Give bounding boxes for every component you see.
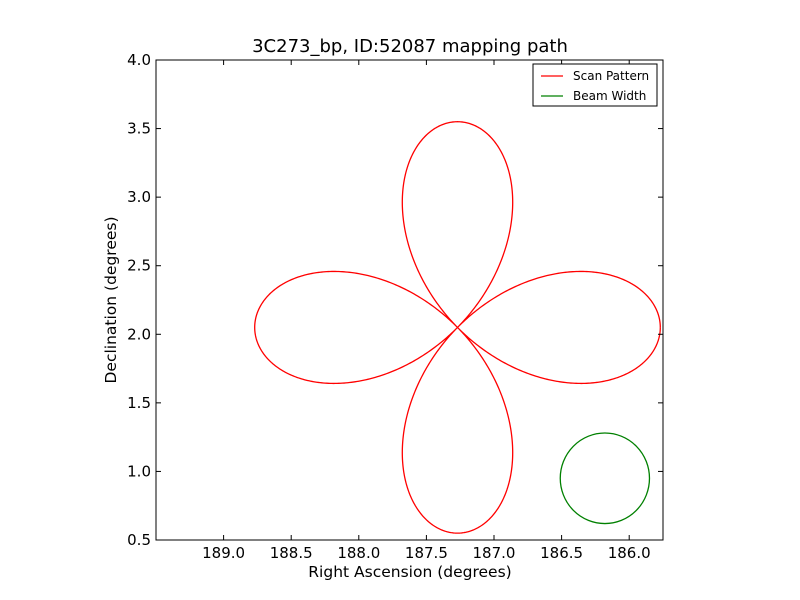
y-tick-label: 2.0 xyxy=(127,325,151,343)
beam-width-circle xyxy=(559,432,651,525)
y-tick-label: 1.0 xyxy=(127,462,151,480)
y-tick-label: 3.5 xyxy=(127,120,151,138)
x-tick-label: 189.0 xyxy=(202,544,245,562)
y-tick-label: 0.5 xyxy=(127,531,151,549)
x-axis-title: Right Ascension (degrees) xyxy=(308,563,511,581)
y-tick-label: 3.0 xyxy=(127,188,151,206)
legend: Scan Pattern Beam Width xyxy=(532,63,658,107)
plot-area xyxy=(155,59,664,541)
y-axis-title: Declination (degrees) xyxy=(102,216,120,383)
x-tick-label: 188.5 xyxy=(270,544,313,562)
x-tick-label: 186.0 xyxy=(608,544,651,562)
y-axis: 0.5 1.0 1.5 2.0 2.5 3.0 3.5 4.0 xyxy=(127,51,663,549)
x-tick-label: 188.0 xyxy=(337,544,380,562)
legend-label: Scan Pattern xyxy=(573,69,649,83)
x-tick-label: 187.0 xyxy=(473,544,516,562)
y-tick-label: 2.5 xyxy=(127,257,151,275)
scan-pattern-line xyxy=(254,121,661,534)
plot-frame xyxy=(155,59,664,541)
y-tick-label: 4.0 xyxy=(127,51,151,69)
x-axis: 189.0 188.5 188.0 187.5 187.0 186.5 186.0 xyxy=(202,60,651,562)
chart-title: 3C273_bp, ID:52087 mapping path xyxy=(252,36,568,57)
y-tick-label: 1.5 xyxy=(127,394,151,412)
x-tick-label: 187.5 xyxy=(405,544,448,562)
legend-label: Beam Width xyxy=(573,89,646,103)
legend-box xyxy=(532,63,658,107)
x-tick-label: 186.5 xyxy=(540,544,583,562)
